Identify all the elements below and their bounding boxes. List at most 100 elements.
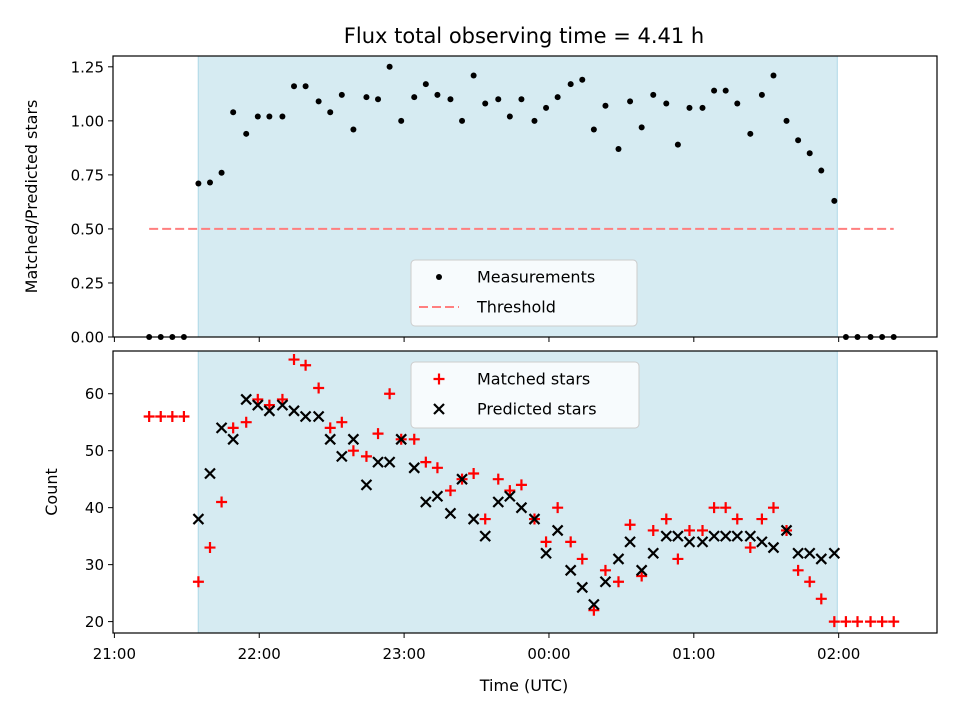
data-point [240,393,252,406]
data-point [515,501,528,514]
data-point [434,91,441,98]
y-tick-label: 30 [85,556,104,574]
data-point [192,576,204,588]
data-point [384,388,396,400]
data-point [324,433,337,446]
x-tick-label: 02:00 [817,645,860,663]
data-point [888,616,900,628]
data-point [758,91,765,98]
data-point [697,524,709,536]
data-point [767,502,779,514]
data-point [515,479,527,491]
data-point [780,524,793,537]
data-point [647,524,659,536]
data-point [672,553,684,565]
data-point [350,126,357,133]
legend-marker [433,403,445,415]
data-point [719,530,732,542]
data-point [674,141,681,148]
data-point [420,456,432,468]
data-point [828,616,840,628]
legend: Matched stars Predicted stars [410,361,640,429]
legend-marker [436,274,442,280]
data-point [818,167,825,174]
data-point [599,564,611,576]
legend-label: Measurements [477,268,595,287]
x-tick-label: 01:00 [672,645,715,663]
data-point [552,502,564,514]
data-point [615,145,622,152]
data-point [411,94,418,101]
data-point [288,405,300,417]
data-point [744,542,756,554]
data-point [372,456,384,468]
data-point [767,541,780,554]
axes-frame [112,350,938,634]
data-point [192,513,205,525]
data-point [756,513,768,525]
data-point [444,507,457,520]
data-point [612,576,624,588]
data-point [266,113,273,120]
data-point [302,83,309,90]
data-point [564,564,577,577]
data-point [360,450,372,462]
data-point [240,416,252,428]
legend-marker [433,373,445,385]
data-point [624,536,636,548]
data-point [218,169,225,176]
data-point [227,433,239,446]
data-point [506,113,513,120]
data-point [215,422,228,434]
data-point [576,581,589,594]
data-point [312,410,325,423]
y-axis-label: Count [42,468,61,516]
data-point [431,490,444,503]
data-point [143,411,155,423]
data-point [336,450,348,463]
data-point [531,117,538,124]
data-point [216,496,228,508]
data-point [276,393,288,405]
data-point [696,536,709,548]
data-point [291,83,298,90]
data-point [650,91,657,98]
panel-1: 0.00 0.25 0.50 0.75 1.00 1.25 Matched/Predicte… [22,55,938,347]
data-point [831,197,838,204]
data-point [599,575,612,588]
data-point [230,109,237,116]
data-point [204,542,216,554]
data-point [852,616,864,628]
y-tick-label: 1.00 [71,112,104,130]
data-point [447,96,454,103]
data-point [492,496,505,508]
data-point [815,593,827,605]
data-point [178,411,190,423]
data-point [708,530,720,542]
data-point [624,519,636,531]
data-point [431,462,443,474]
axes-frame [112,55,938,338]
data-point [660,513,672,525]
data-point [206,179,213,186]
data-point [276,399,289,411]
legend-label: Predicted stars [477,400,597,419]
data-point [792,547,804,560]
data-point [263,399,275,411]
data-point [708,502,720,514]
data-point [313,382,325,394]
x-axis-label: Time (UTC) [479,676,568,695]
data-point [398,117,405,124]
data-point [590,126,597,133]
data-point [386,63,393,70]
data-point [602,102,609,109]
y-tick-label: 0.50 [71,220,104,238]
data-point [567,81,574,88]
data-point [504,490,516,503]
data-point [347,445,359,457]
data-point [579,76,586,83]
data-point [467,513,480,525]
data-point [495,96,502,103]
data-point [722,87,729,94]
